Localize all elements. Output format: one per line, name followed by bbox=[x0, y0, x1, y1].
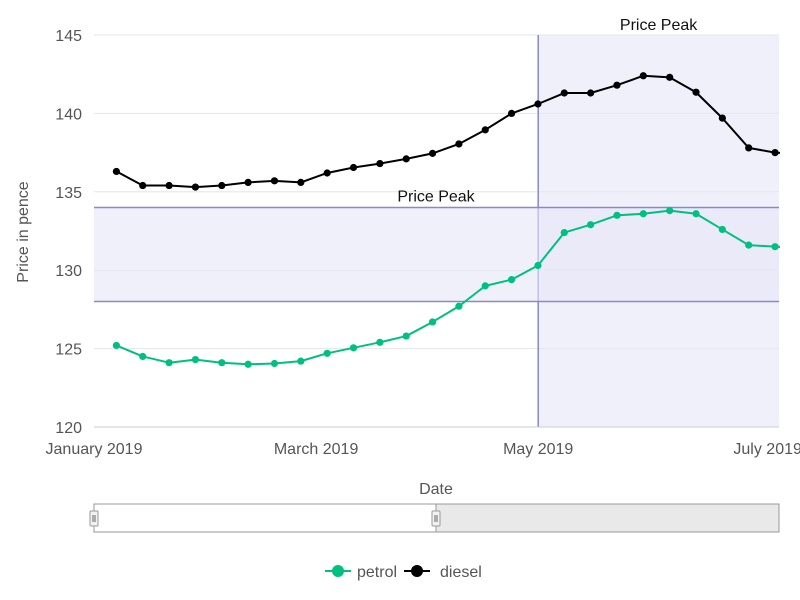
y-tick-label: 140 bbox=[55, 106, 82, 123]
x-tick-label: May 2019 bbox=[503, 441, 573, 458]
navigator-selected-range[interactable] bbox=[93, 503, 437, 533]
y-plot-band bbox=[94, 207, 779, 302]
data-point-diesel[interactable] bbox=[112, 167, 120, 176]
data-point-petrol[interactable] bbox=[376, 338, 384, 346]
data-point-diesel[interactable] bbox=[455, 140, 463, 148]
data-point-petrol[interactable] bbox=[191, 355, 200, 364]
data-point-diesel[interactable] bbox=[718, 114, 726, 122]
data-point-petrol[interactable] bbox=[218, 359, 226, 367]
data-point-diesel[interactable] bbox=[613, 81, 621, 89]
y-tick-label: 135 bbox=[55, 185, 82, 202]
navigator-right-handle[interactable] bbox=[431, 510, 441, 527]
legend-label-petrol: petrol bbox=[357, 564, 397, 581]
data-point-petrol[interactable] bbox=[428, 318, 437, 326]
data-point-petrol[interactable] bbox=[639, 210, 647, 218]
x-tick-label: July 2019 bbox=[733, 441, 800, 458]
y-tick-label: 130 bbox=[55, 263, 82, 280]
navigator-left-handle[interactable] bbox=[89, 510, 99, 527]
data-point-petrol[interactable] bbox=[560, 228, 568, 237]
data-point-diesel[interactable] bbox=[244, 178, 252, 186]
data-point-diesel[interactable] bbox=[270, 177, 279, 185]
data-point-diesel[interactable] bbox=[534, 100, 542, 108]
legend-item-petrol[interactable]: petrol bbox=[325, 564, 397, 581]
axes: 120 125 130 135 140 145 January 2019 March 2019… bbox=[46, 28, 800, 458]
data-point-diesel[interactable] bbox=[639, 72, 647, 80]
data-point-petrol[interactable] bbox=[270, 359, 279, 368]
data-point-diesel[interactable] bbox=[692, 88, 700, 96]
range-navigator[interactable] bbox=[89, 503, 780, 533]
data-point-petrol[interactable] bbox=[112, 341, 120, 350]
data-point-petrol[interactable] bbox=[771, 243, 779, 251]
data-point-petrol[interactable] bbox=[244, 360, 252, 368]
data-point-petrol[interactable] bbox=[692, 210, 700, 218]
data-point-petrol[interactable] bbox=[402, 332, 410, 340]
y-tick-label: 120 bbox=[55, 420, 82, 437]
data-point-diesel[interactable] bbox=[402, 155, 410, 163]
data-point-diesel[interactable] bbox=[218, 181, 226, 190]
legend: petrol diesel bbox=[325, 564, 482, 581]
y-tick-label: 145 bbox=[55, 28, 82, 45]
data-point-diesel[interactable] bbox=[587, 89, 595, 97]
data-point-diesel[interactable] bbox=[139, 181, 147, 190]
data-point-petrol[interactable] bbox=[349, 344, 358, 352]
data-point-diesel[interactable] bbox=[481, 126, 489, 134]
x-plot-band-label: Price Peak bbox=[620, 17, 698, 34]
data-point-diesel[interactable] bbox=[560, 89, 568, 97]
data-point-petrol[interactable] bbox=[534, 261, 542, 270]
data-point-diesel[interactable] bbox=[323, 169, 331, 177]
series-layer bbox=[112, 72, 780, 368]
x-axis-title: Date bbox=[419, 481, 453, 498]
data-point-petrol[interactable] bbox=[613, 211, 621, 219]
data-point-petrol[interactable] bbox=[297, 357, 305, 365]
data-point-diesel[interactable] bbox=[745, 144, 753, 152]
data-point-petrol[interactable] bbox=[745, 241, 753, 249]
x-tick-label: January 2019 bbox=[46, 441, 143, 458]
legend-label-diesel: diesel bbox=[440, 564, 482, 581]
data-point-petrol[interactable] bbox=[587, 221, 595, 229]
data-point-diesel[interactable] bbox=[191, 183, 200, 191]
data-point-petrol[interactable] bbox=[481, 282, 489, 290]
y-axis-title: Price in pence bbox=[15, 181, 32, 282]
data-point-petrol[interactable] bbox=[507, 276, 516, 284]
data-point-diesel[interactable] bbox=[771, 149, 779, 157]
y-plot-band-label: Price Peak bbox=[397, 188, 475, 205]
navigator-unselected-range bbox=[435, 503, 780, 533]
data-point-petrol[interactable] bbox=[455, 302, 463, 310]
data-point-diesel[interactable] bbox=[349, 163, 358, 172]
y-tick-label: 125 bbox=[55, 342, 82, 359]
legend-item-diesel[interactable]: diesel bbox=[404, 564, 482, 581]
data-point-diesel[interactable] bbox=[666, 73, 674, 81]
data-point-diesel[interactable] bbox=[507, 109, 516, 117]
x-tick-label: March 2019 bbox=[274, 441, 359, 458]
plot-bands: Price Peak Price Peak bbox=[94, 17, 779, 427]
data-point-diesel[interactable] bbox=[428, 149, 437, 157]
data-point-petrol[interactable] bbox=[323, 349, 331, 357]
data-point-petrol[interactable] bbox=[666, 207, 674, 215]
data-point-diesel[interactable] bbox=[376, 159, 384, 168]
data-point-petrol[interactable] bbox=[139, 352, 147, 361]
data-point-petrol[interactable] bbox=[165, 359, 173, 367]
data-point-diesel[interactable] bbox=[297, 178, 305, 186]
data-point-diesel[interactable] bbox=[165, 181, 173, 190]
data-point-petrol[interactable] bbox=[718, 225, 726, 234]
